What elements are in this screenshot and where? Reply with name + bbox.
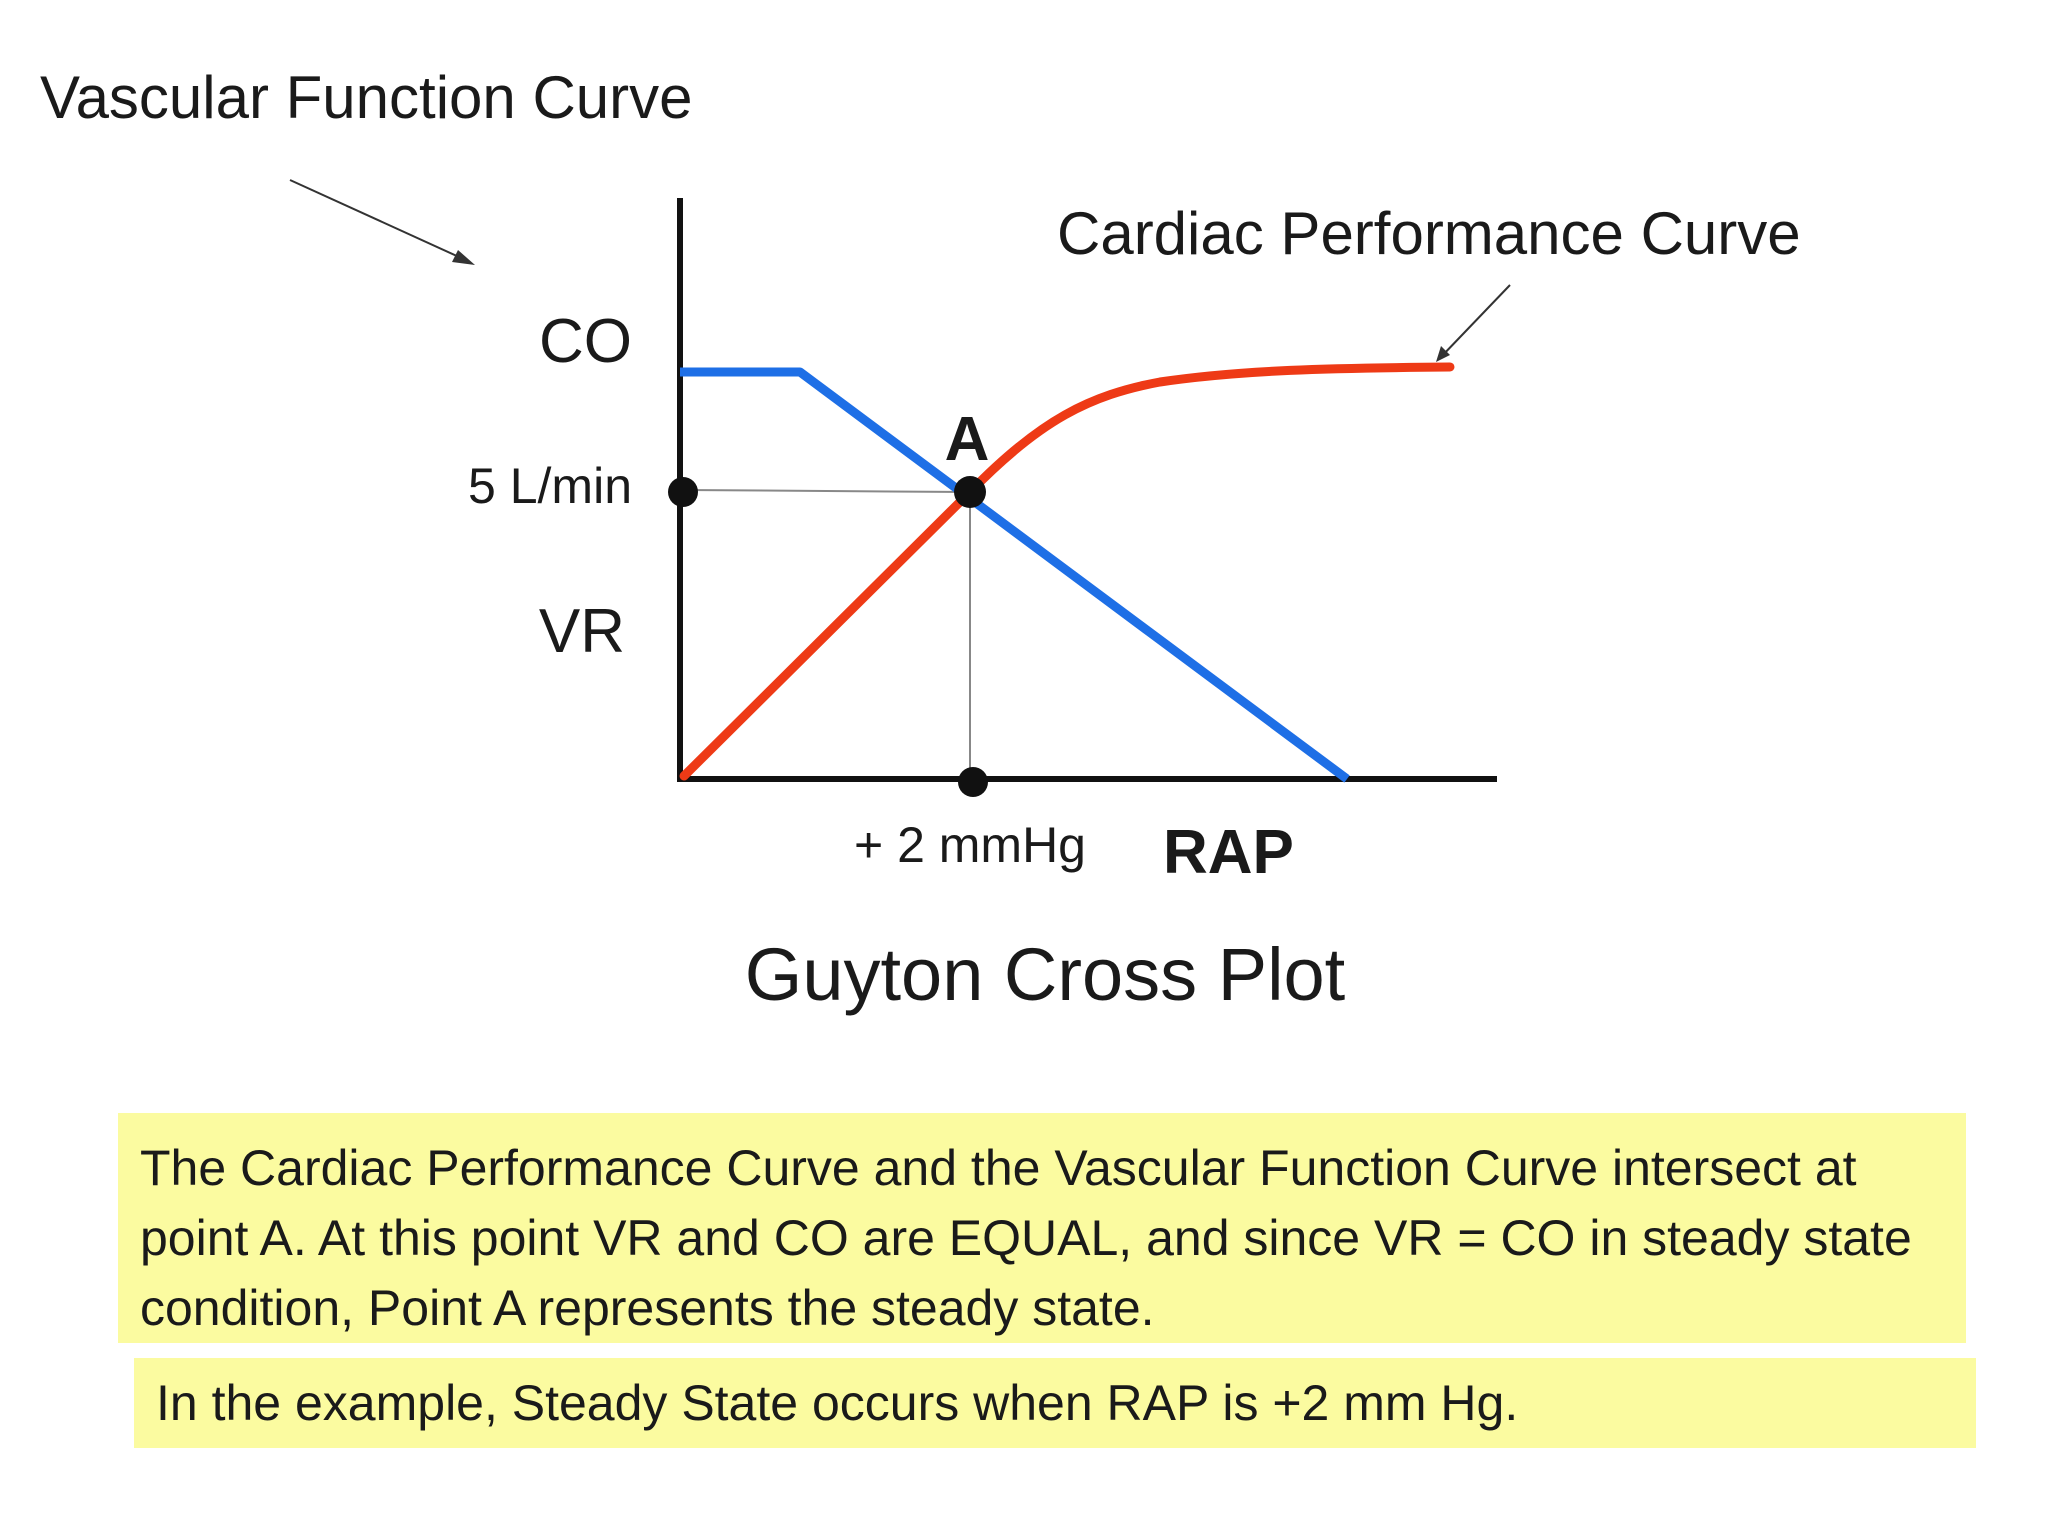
vascular-function-curve-label: Vascular Function Curve	[40, 64, 693, 131]
y-axis-co-label: CO	[539, 307, 632, 376]
cardiac-curve-pointer	[1439, 284, 1511, 359]
intersection-point-a	[954, 476, 986, 508]
vascular-curve-pointer	[289, 179, 471, 263]
horizontal-guide-line	[682, 489, 969, 493]
vascular-function-curve	[680, 367, 1350, 783]
y-tick-label: 5 L/min	[468, 458, 632, 514]
cardiac-performance-curve-label: Cardiac Performance Curve	[1057, 200, 1801, 267]
y-axis-vr-label: VR	[539, 597, 625, 666]
cardiac-curve-pointer-arrowhead	[1436, 346, 1450, 362]
explanation-text: The Cardiac Performance Curve and the Va…	[140, 1140, 1912, 1336]
x-tick-label: + 2 mmHg	[854, 817, 1086, 873]
x-tick-point	[958, 767, 988, 797]
diagram-caption: Guyton Cross Plot	[745, 933, 1346, 1016]
x-axis-rap-label: RAP	[1163, 818, 1294, 887]
example-text: In the example, Steady State occurs when…	[156, 1375, 1519, 1431]
cardiac-performance-curve	[679, 362, 1455, 781]
point-a-label: A	[945, 405, 990, 474]
explanation-note: The Cardiac Performance Curve and the Va…	[118, 1113, 1966, 1343]
y-tick-point	[668, 477, 698, 507]
example-note: In the example, Steady State occurs when…	[134, 1358, 1976, 1448]
vascular-curve-pointer-arrowhead	[452, 250, 475, 265]
